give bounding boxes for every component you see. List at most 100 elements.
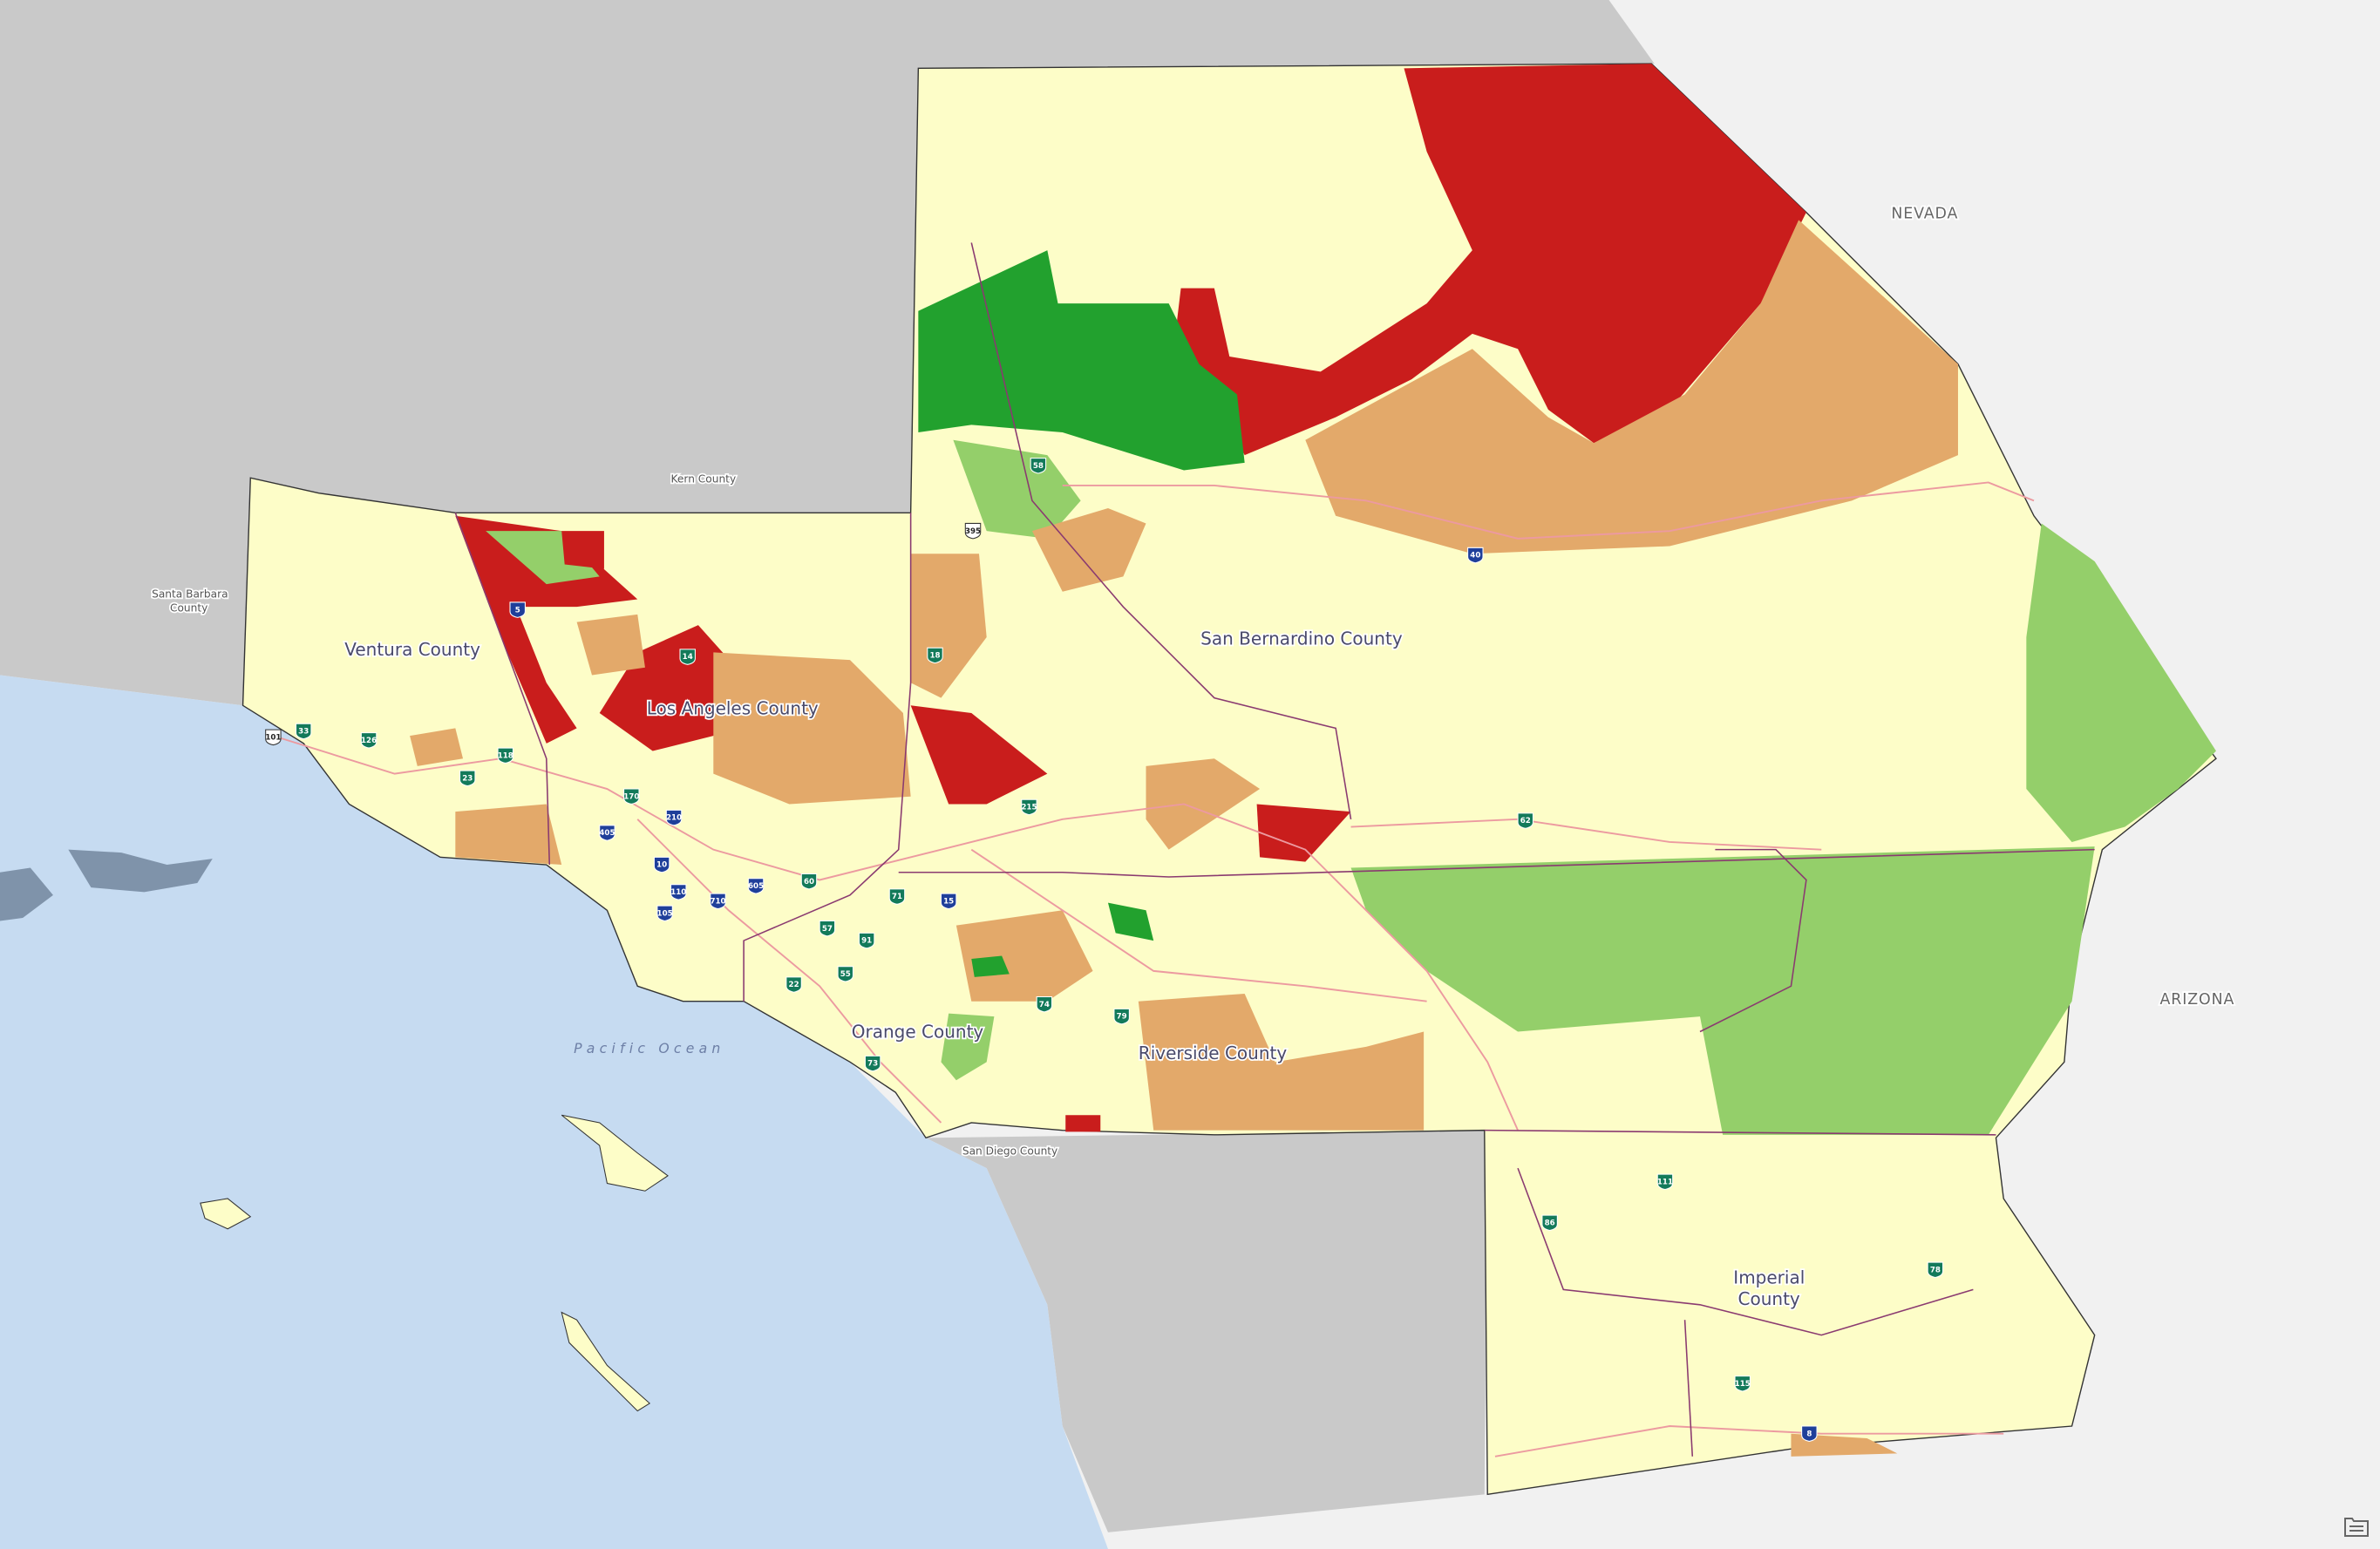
highway-shield-state: 74 bbox=[1036, 995, 1053, 1013]
highway-shield-interstate: 8 bbox=[1801, 1425, 1818, 1442]
roads bbox=[273, 481, 2035, 1457]
highway-shield-state: 71 bbox=[888, 888, 906, 905]
label-santa-barbara-county-2: County bbox=[170, 601, 207, 614]
highway-shield-state: 18 bbox=[927, 647, 943, 664]
highway-shield-interstate: 10 bbox=[653, 856, 670, 873]
channel-islands-outside bbox=[0, 849, 213, 921]
highway-shield-state: 23 bbox=[459, 770, 476, 787]
highway-shield-state: 78 bbox=[1927, 1261, 1944, 1278]
highway-number: 79 bbox=[1117, 1013, 1127, 1022]
zone-lowest-west-mojave bbox=[918, 250, 1245, 471]
highway-shields: 5142104051011010571060560579155227371157… bbox=[265, 458, 1944, 1442]
label-santa-barbara-county-1: Santa Barbara bbox=[152, 588, 228, 601]
outside-land-san-diego bbox=[926, 1130, 1488, 1532]
highway-number: 710 bbox=[710, 897, 725, 906]
highway-number: 23 bbox=[462, 774, 473, 783]
legend-icon bbox=[2344, 1518, 2369, 1537]
highway-shield-interstate: 105 bbox=[656, 905, 673, 921]
label-riverside-county: Riverside County bbox=[1139, 1043, 1288, 1063]
county-boundaries bbox=[454, 242, 2095, 1457]
highway-number: 18 bbox=[929, 651, 940, 660]
highway-number: 10 bbox=[656, 861, 667, 870]
highway-shield-state: 60 bbox=[800, 873, 818, 890]
highway-number: 55 bbox=[840, 970, 851, 979]
highway-number: 210 bbox=[666, 814, 682, 823]
highway-number: 73 bbox=[867, 1060, 878, 1069]
zone-low-colorado-river bbox=[2026, 523, 2216, 842]
highway-number: 14 bbox=[683, 653, 693, 662]
label-imperial-county-1: Imperial bbox=[1733, 1267, 1805, 1287]
highway-shield-interstate: 15 bbox=[940, 893, 957, 910]
label-kern-county: Kern County bbox=[671, 472, 737, 485]
highway-shield-us: 101 bbox=[265, 729, 282, 746]
label-pacific-ocean: Pacific Ocean bbox=[574, 1040, 724, 1056]
region-labels: Ventura County Los Angeles County San Be… bbox=[150, 204, 2235, 1311]
highway-number: 8 bbox=[1806, 1430, 1812, 1438]
highway-number: 5 bbox=[515, 606, 520, 615]
highway-shield-state: 170 bbox=[623, 788, 640, 805]
label-nevada: NEVADA bbox=[1891, 206, 1958, 223]
highway-number: 101 bbox=[265, 733, 281, 742]
highway-number: 86 bbox=[1545, 1219, 1555, 1227]
highway-number: 62 bbox=[1520, 817, 1531, 825]
highway-number: 57 bbox=[822, 925, 833, 934]
highway-number: 395 bbox=[965, 527, 981, 536]
legend-button[interactable] bbox=[2343, 1515, 2370, 1538]
highway-shield-state: 118 bbox=[497, 747, 514, 764]
label-san-bernardino-county: San Bernardino County bbox=[1200, 628, 1403, 649]
highway-number: 58 bbox=[1033, 462, 1044, 471]
highway-number: 111 bbox=[1657, 1178, 1673, 1186]
zone-low-eastern-riverside bbox=[1350, 846, 2095, 1135]
outside-land-north bbox=[0, 0, 1655, 706]
highway-number: 405 bbox=[599, 829, 615, 838]
highway-number: 110 bbox=[670, 888, 686, 897]
highway-number: 170 bbox=[623, 792, 639, 801]
highway-number: 91 bbox=[861, 937, 872, 946]
highway-shield-state: 33 bbox=[295, 723, 312, 740]
highway-number: 15 bbox=[943, 897, 954, 906]
highway-shield-state: 86 bbox=[1541, 1214, 1558, 1232]
highway-number: 40 bbox=[1470, 552, 1480, 560]
label-san-diego-county: San Diego County bbox=[962, 1145, 1057, 1157]
label-ventura-county: Ventura County bbox=[344, 639, 480, 660]
highway-shield-state: 73 bbox=[864, 1055, 881, 1072]
highway-shield-state: 111 bbox=[1656, 1173, 1674, 1191]
label-imperial-county-2: County bbox=[1738, 1288, 1800, 1309]
highway-shield-interstate: 605 bbox=[747, 878, 765, 894]
highway-number: 118 bbox=[498, 751, 513, 760]
highway-shield-state: 126 bbox=[360, 732, 377, 749]
highway-shield-interstate: 210 bbox=[665, 809, 683, 826]
highway-shield-state: 55 bbox=[837, 966, 854, 982]
pacific-ocean bbox=[0, 675, 1108, 1549]
highway-shield-state: 115 bbox=[1734, 1376, 1751, 1392]
highway-number: 115 bbox=[1735, 1380, 1751, 1389]
zone-high-northeast bbox=[1176, 64, 1806, 456]
zone-medium-high-mojave bbox=[1305, 220, 1958, 554]
highway-shield-state: 62 bbox=[1517, 812, 1534, 829]
highway-number: 215 bbox=[1021, 804, 1037, 812]
highway-number: 22 bbox=[789, 981, 799, 989]
highway-shield-state: 14 bbox=[679, 649, 696, 665]
highway-shield-state: 22 bbox=[785, 976, 802, 993]
highway-number: 60 bbox=[804, 878, 814, 887]
highway-shield-interstate: 405 bbox=[599, 825, 615, 841]
highway-number: 78 bbox=[1930, 1266, 1941, 1274]
highway-shield-us: 395 bbox=[964, 522, 982, 540]
highway-number: 105 bbox=[657, 909, 673, 918]
suitability-zones bbox=[410, 64, 2216, 1457]
label-orange-county: Orange County bbox=[852, 1021, 984, 1042]
islands bbox=[200, 1114, 669, 1412]
highway-number: 71 bbox=[892, 893, 902, 901]
highway-shield-state: 58 bbox=[1030, 458, 1047, 474]
highway-shield-interstate: 40 bbox=[1467, 547, 1484, 564]
highway-shield-interstate: 110 bbox=[670, 884, 687, 900]
highway-shield-state: 79 bbox=[1113, 1008, 1130, 1025]
highway-number: 74 bbox=[1039, 1001, 1050, 1009]
label-arizona: ARIZONA bbox=[2160, 991, 2235, 1009]
highway-shield-state: 57 bbox=[819, 920, 836, 937]
label-los-angeles-county: Los Angeles County bbox=[647, 698, 819, 719]
highway-shield-interstate: 5 bbox=[509, 601, 526, 618]
highway-shield-state: 215 bbox=[1021, 798, 1037, 816]
highway-shield-interstate: 710 bbox=[710, 893, 726, 910]
